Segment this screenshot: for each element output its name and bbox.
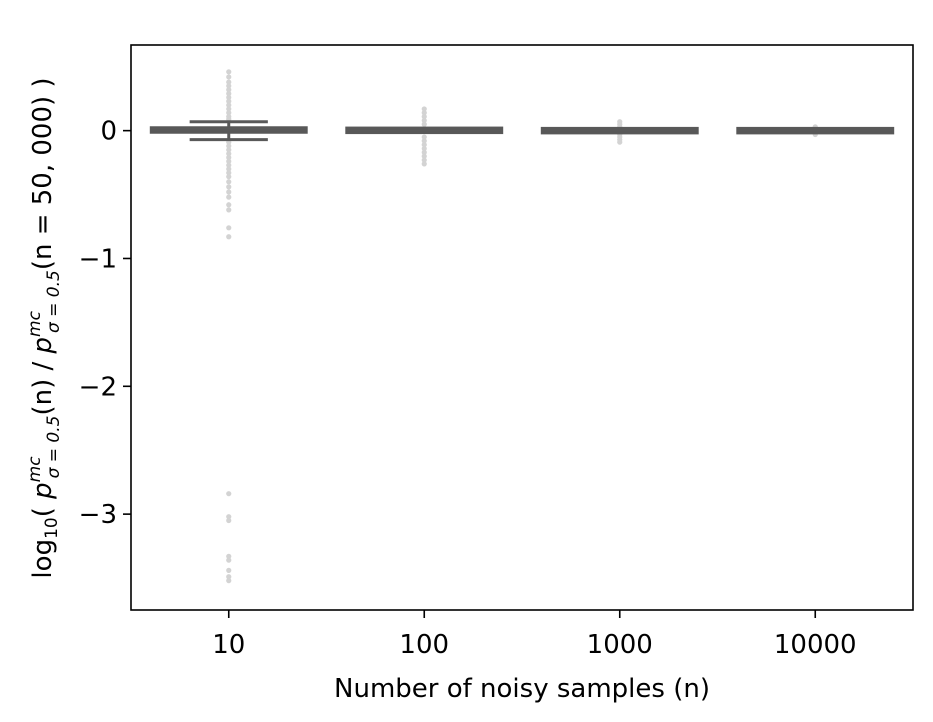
- outlier-point: [226, 102, 232, 108]
- box-1000: [540, 119, 699, 145]
- outlier-point: [226, 166, 232, 172]
- y-tick-label: −3: [79, 500, 117, 530]
- outlier-point: [226, 577, 232, 584]
- outlier-point: [226, 179, 232, 185]
- outlier-point: [421, 117, 427, 124]
- outlier-point: [226, 514, 232, 520]
- x-tick-label: 100: [399, 630, 449, 660]
- outlier-point: [226, 162, 232, 168]
- outlier-point: [226, 110, 232, 116]
- box-10000: [736, 124, 895, 138]
- outlier-point: [421, 134, 427, 140]
- outlier-point: [421, 142, 427, 148]
- outlier-point: [226, 90, 232, 97]
- outlier-point: [226, 98, 232, 104]
- outlier-point: [421, 110, 427, 116]
- outlier-point: [226, 174, 232, 180]
- outlier-point: [226, 557, 232, 563]
- x-axis-label: Number of noisy samples (n): [334, 674, 710, 704]
- outlier-point: [421, 145, 427, 152]
- chart-marks: [149, 69, 895, 584]
- outlier-point: [226, 202, 232, 208]
- outlier-point: [226, 517, 232, 524]
- outlier-point: [226, 79, 232, 85]
- y-tick-label: −1: [79, 244, 117, 274]
- outlier-point: [226, 158, 232, 164]
- outlier-point: [226, 106, 232, 112]
- outlier-point: [226, 234, 232, 240]
- outlier-point: [226, 154, 232, 161]
- outlier-point: [617, 139, 623, 145]
- outlier-point: [226, 574, 232, 580]
- outlier-point: [226, 74, 232, 80]
- outlier-point: [421, 138, 427, 144]
- outlier-point: [421, 106, 427, 112]
- box-10: [149, 69, 308, 584]
- outlier-point: [421, 113, 427, 120]
- plot-frame: [130, 44, 914, 611]
- y-axis-ticks: 0 −1 −2 −3: [79, 117, 131, 530]
- outlier-point: [226, 553, 232, 559]
- outlier-point: [421, 153, 427, 159]
- outlier-point: [421, 157, 427, 163]
- outlier-point: [226, 143, 232, 149]
- outlier-point: [226, 184, 232, 190]
- outlier-point: [226, 69, 232, 75]
- outlier-point: [226, 170, 232, 176]
- outlier-point: [226, 94, 232, 101]
- outlier-point: [226, 147, 232, 153]
- x-tick-label: 1000: [587, 630, 653, 660]
- y-tick-label: 0: [100, 117, 117, 147]
- outlier-point: [226, 207, 232, 213]
- outlier-point: [226, 87, 232, 93]
- x-axis-ticks: 10 100 1000 10000: [212, 610, 857, 660]
- outlier-point: [226, 567, 232, 573]
- outlier-point: [421, 149, 427, 155]
- outlier-point: [226, 83, 232, 89]
- outlier-point: [226, 189, 232, 195]
- x-tick-label: 10: [212, 630, 245, 660]
- outlier-point: [226, 225, 232, 231]
- y-tick-label: −2: [79, 372, 117, 402]
- outlier-point: [421, 161, 427, 167]
- outlier-point: [226, 491, 232, 497]
- y-axis-label: log10( pmcσ = 0.5(n) / pmcσ = 0.5(n = 50…: [25, 77, 64, 578]
- outlier-point: [421, 121, 427, 127]
- x-tick-label: 10000: [774, 630, 857, 660]
- outlier-point: [226, 151, 232, 157]
- box-100: [345, 106, 504, 167]
- outlier-point: [226, 194, 232, 200]
